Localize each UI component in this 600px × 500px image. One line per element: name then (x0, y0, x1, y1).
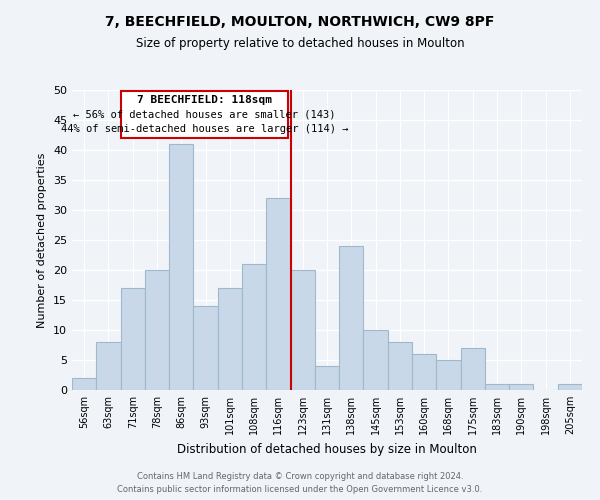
Bar (121, 288, 145, 390)
Bar (242, 264, 266, 390)
Bar (412, 354, 436, 390)
Bar (485, 384, 509, 390)
Bar (218, 288, 242, 390)
Text: Contains HM Land Registry data © Crown copyright and database right 2024.: Contains HM Land Registry data © Crown c… (137, 472, 463, 481)
Bar (145, 270, 169, 390)
Bar (509, 384, 533, 390)
Bar (436, 360, 461, 390)
Text: Contains public sector information licensed under the Open Government Licence v3: Contains public sector information licen… (118, 485, 482, 494)
Bar (388, 342, 412, 390)
Bar (315, 366, 339, 390)
Bar (169, 144, 193, 390)
FancyBboxPatch shape (121, 91, 288, 138)
Text: 7, BEECHFIELD, MOULTON, NORTHWICH, CW9 8PF: 7, BEECHFIELD, MOULTON, NORTHWICH, CW9 8… (106, 15, 494, 29)
Text: ← 56% of detached houses are smaller (143): ← 56% of detached houses are smaller (14… (73, 110, 335, 120)
Bar (461, 348, 485, 390)
Bar (339, 246, 364, 390)
Bar (96, 342, 121, 390)
Y-axis label: Number of detached properties: Number of detached properties (37, 152, 47, 328)
Bar (193, 306, 218, 390)
X-axis label: Distribution of detached houses by size in Moulton: Distribution of detached houses by size … (177, 442, 477, 456)
Text: 7 BEECHFIELD: 118sqm: 7 BEECHFIELD: 118sqm (137, 95, 272, 105)
Bar (72, 378, 96, 390)
Bar (558, 384, 582, 390)
Bar (266, 198, 290, 390)
Bar (364, 330, 388, 390)
Text: 44% of semi-detached houses are larger (114) →: 44% of semi-detached houses are larger (… (61, 124, 348, 134)
Text: Size of property relative to detached houses in Moulton: Size of property relative to detached ho… (136, 38, 464, 51)
Bar (290, 270, 315, 390)
